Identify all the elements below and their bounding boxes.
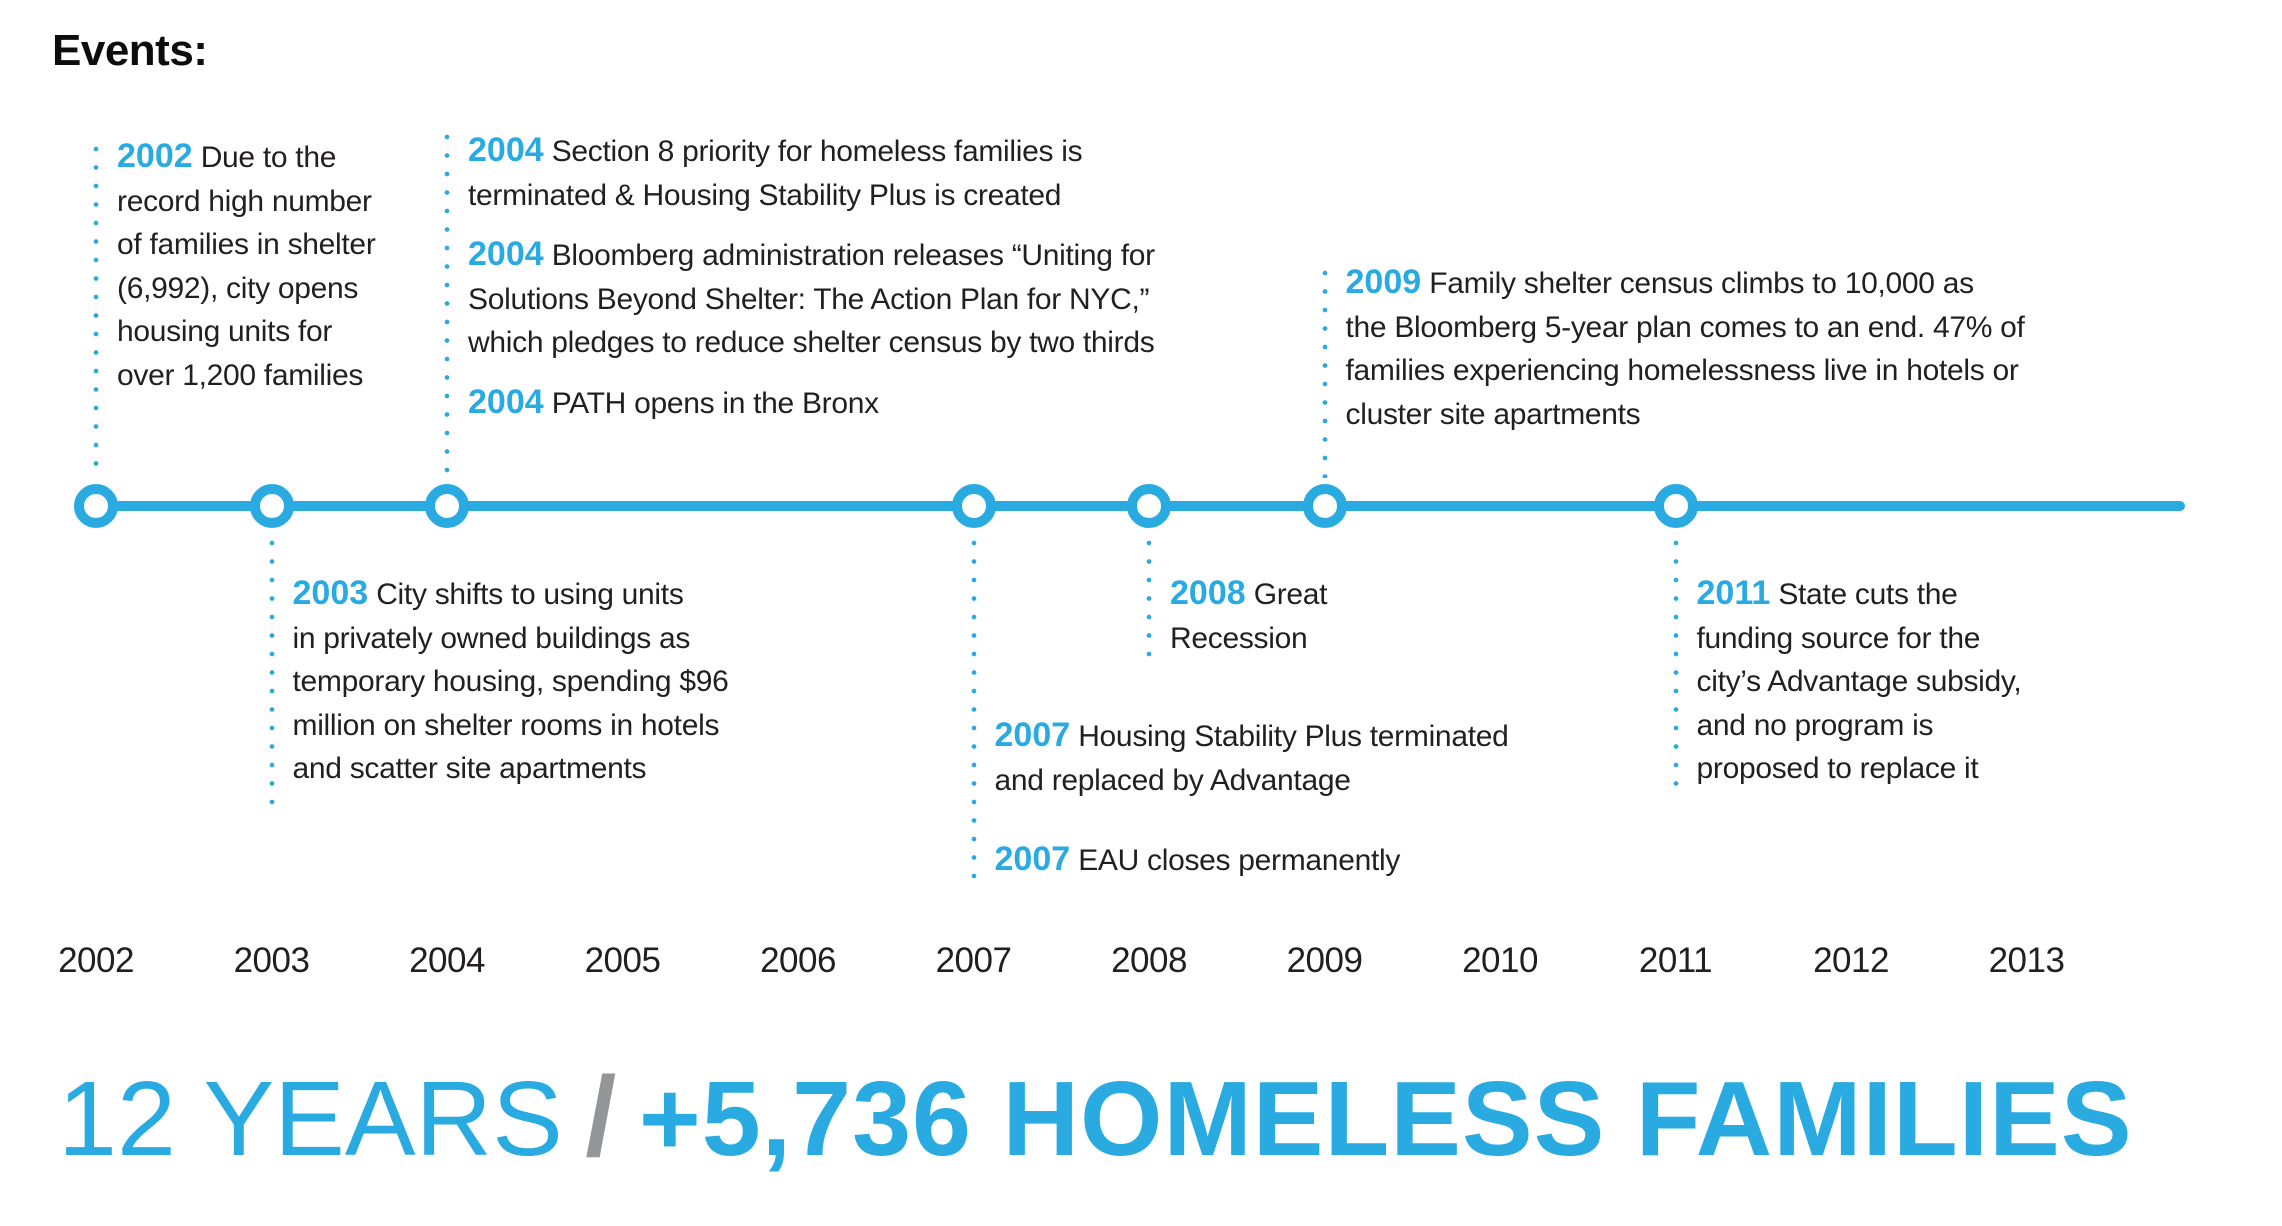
timeline-node-2002	[74, 484, 118, 528]
event-dotted-connector-2008-below	[1146, 534, 1152, 657]
event-paragraph: 2002 Due to the record high number of fami…	[117, 137, 376, 392]
event-paragraph: 2009 Family shelter census climbs to 10,…	[1345, 263, 2025, 431]
event-group-2003-below: 2003 City shifts to using units in privat…	[293, 572, 729, 791]
event-paragraph: 2007 EAU closes permanently	[994, 840, 1401, 878]
axis-year-label-2003: 2003	[233, 941, 310, 980]
event-year-label: 2004	[468, 382, 544, 421]
event-paragraph: 2004 PATH opens in the Bronx	[468, 382, 879, 421]
event-year-label: 2004	[468, 131, 544, 169]
event-group-2008-below: 2008 Great Recession	[1170, 572, 1328, 660]
event-paragraph: 2004 Section 8 priority for homeless fam…	[468, 131, 1083, 212]
event-year-label: 2004	[468, 235, 544, 273]
event-paragraph: 2011 State cuts the funding source for th…	[1696, 574, 2022, 785]
event-year-label: 2008	[1170, 574, 1246, 612]
axis-year-label-2006: 2006	[760, 941, 836, 980]
axis-year-label-2009: 2009	[1286, 941, 1363, 980]
events-section-label: Events:	[52, 26, 208, 75]
event-year-label: 2011	[1696, 574, 1771, 612]
timeline-node-2008	[1127, 484, 1171, 528]
summary-headline: 12 YEARS / +5,736 HOMELESS FAMILIES	[58, 1060, 2133, 1206]
axis-year-label-2008: 2008	[1111, 941, 1187, 980]
event-group-2002-above: 2002 Due to the record high number of fami…	[117, 135, 376, 397]
axis-year-label-2005: 2005	[584, 941, 661, 980]
event-group-2011-below: 2011 State cuts the funding source for th…	[1697, 572, 2022, 791]
event-dotted-connector-2004-above	[444, 128, 450, 478]
event-dotted-connector-2002-above	[93, 140, 99, 478]
event-year-label: 2007	[994, 840, 1071, 878]
event-dotted-connector-2011-below	[1672, 534, 1679, 789]
timeline-node-2011	[1653, 484, 1698, 528]
event-paragraph: 2003 City shifts to using units in privat…	[292, 574, 729, 785]
axis-year-label-2010: 2010	[1462, 941, 1538, 980]
axis-year-label-2002: 2002	[58, 941, 134, 980]
axis-year-label-2012: 2012	[1813, 941, 1889, 980]
event-dotted-connector-2003-below	[268, 534, 275, 806]
event-group-2004-above: 2004 Section 8 priority for homeless fam…	[468, 129, 1155, 425]
event-year-label: 2002	[117, 137, 193, 175]
timeline-node-2004	[425, 484, 469, 528]
axis-year-label-2011: 2011	[1638, 941, 1713, 980]
headline-families-text: +5,736 HOMELESS FAMILIES	[638, 1060, 2133, 1178]
event-paragraph: 2007 Housing Stability Plus terminated an…	[994, 716, 1509, 797]
timeline-node-2007	[951, 484, 996, 528]
event-year-label: 2007	[994, 716, 1071, 754]
axis-year-label-2004: 2004	[409, 941, 485, 980]
event-paragraph: 2008 Great Recession	[1170, 574, 1328, 655]
headline-years-text: 12 YEARS	[58, 1060, 563, 1178]
event-paragraph: 2004 Bloomberg administration releases “…	[468, 235, 1155, 359]
timeline-node-2003	[249, 484, 294, 528]
headline-slash-separator: /	[585, 1054, 617, 1179]
event-group-2009-above: 2009 Family shelter census climbs to 10,…	[1346, 261, 2025, 436]
timeline-node-2009	[1302, 484, 1347, 528]
event-dotted-connector-2007-below	[970, 534, 977, 884]
event-group-2007-below: 2007 Housing Stability Plus terminated an…	[995, 714, 1509, 883]
axis-year-label-2007: 2007	[935, 941, 1012, 980]
event-year-label: 2003	[292, 574, 369, 612]
axis-year-label-2013: 2013	[1988, 941, 2065, 980]
event-year-label: 2009	[1345, 263, 1422, 301]
event-dotted-connector-2009-above	[1321, 264, 1328, 478]
